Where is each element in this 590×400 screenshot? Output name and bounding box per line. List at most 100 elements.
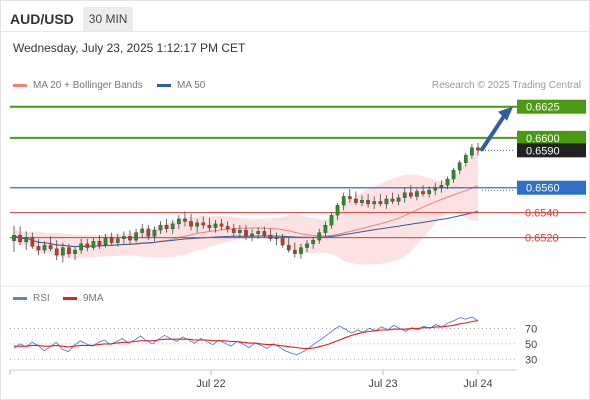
candle-body [366,200,370,205]
candle-body [408,192,413,197]
rsi-series-9MA [14,320,479,350]
rsi-label: RSI [33,293,50,304]
candle-body [103,237,108,246]
candle-body [164,224,169,230]
candle-body [280,237,285,246]
candle-body [256,231,261,235]
ma50-swatch [157,84,171,87]
time-axis-label: Jul 22 [196,378,225,390]
candle-body [170,223,175,230]
rsi-swatch [13,297,27,300]
candle-body [48,244,53,249]
candle-body [244,229,248,237]
candle-body [189,221,193,227]
candle-body [384,198,389,205]
candle-body [79,243,84,251]
bollinger-band [14,149,478,265]
candle-body [18,234,22,243]
candle-body [341,196,346,206]
current-price-tag [517,143,586,158]
legend-9ma: 9MA [63,293,104,304]
candle-body [463,155,468,163]
candle-body [207,224,212,228]
rsi-tick-label: 30 [525,354,537,366]
forecast-arrow-head [498,106,513,121]
ma50-label: MA 50 [177,80,206,91]
candle-body [457,162,462,171]
candle-body [183,218,187,222]
candle-body [158,224,163,231]
rsi-series-RSI [13,316,479,356]
candle-body [415,191,419,197]
candle-body [213,223,218,228]
candle-body [323,224,328,233]
candle-body [402,192,407,198]
candle-body [12,234,16,241]
candle-body [274,237,279,239]
candle-body [122,236,126,239]
level-label-0.6600: 0.6600 [526,133,560,145]
ma9-label: 9MA [83,293,104,304]
candle-body [305,243,309,248]
candle-body [335,205,340,216]
level-label-0.6540: 0.6540 [525,208,559,220]
forecast-arrow-shaft [480,112,507,152]
candle-body [152,229,157,237]
candle-body [24,237,29,243]
header-divider [0,31,590,32]
candle-body [238,229,242,233]
candle-body [378,201,383,205]
legend-ma50: MA 50 [157,80,205,91]
ma9-swatch [63,297,77,300]
candle-body [42,244,47,251]
candle-body [231,228,236,233]
candle-body [476,147,480,151]
candle-body [195,222,200,227]
candle-body [451,170,456,180]
timeframe-badge[interactable]: 30 MIN [82,7,134,31]
candle-body [360,200,364,203]
candle-body [445,178,450,186]
candle-body [85,243,90,248]
candle-body [268,234,273,239]
candle-body [396,197,401,202]
candle-body [390,198,395,202]
legend-rsi: RSI [13,293,50,304]
candle-body [128,236,132,241]
candle-body [439,185,444,188]
level-tag-0.6625 [517,99,586,114]
candle-body [109,237,114,243]
candle-body [91,241,96,248]
candle-body [146,228,151,237]
ma20-label: MA 20 + Bollinger Bands [33,80,143,91]
candle-body [317,232,322,241]
candle-body [30,237,35,247]
candle-body [201,222,206,226]
candle-body [262,231,267,236]
candle-body [354,198,358,203]
level-label-0.6625: 0.6625 [526,102,560,114]
candle-body [250,233,254,237]
legend-ma20: MA 20 + Bollinger Bands [13,80,143,91]
candle-body [140,228,145,233]
candle-body [329,215,334,226]
level-label-0.6560: 0.6560 [526,183,560,195]
time-axis-label: Jul 23 [368,378,397,390]
level-tag-0.6600 [517,130,586,145]
candle-body [134,232,138,241]
chart-header: AUD/USD 30 MIN [0,6,134,32]
rsi-tick-label: 50 [525,339,537,351]
rsi-tick-label: 70 [525,323,537,335]
research-credit: Research © 2025 Trading Central [431,80,581,91]
level-label-0.6520: 0.6520 [525,233,559,245]
candle-body [176,218,181,225]
candle-body [54,248,59,256]
ma20-swatch [13,84,27,87]
candle-body [36,246,41,251]
datetime-label: Wednesday, July 23, 2025 1:12:17 PM CET [13,41,246,55]
candle-body [421,191,425,195]
candle-body [433,187,438,191]
current-price-label: 0.6590 [526,145,560,157]
candle-body [299,247,303,254]
candle-body [347,196,352,200]
